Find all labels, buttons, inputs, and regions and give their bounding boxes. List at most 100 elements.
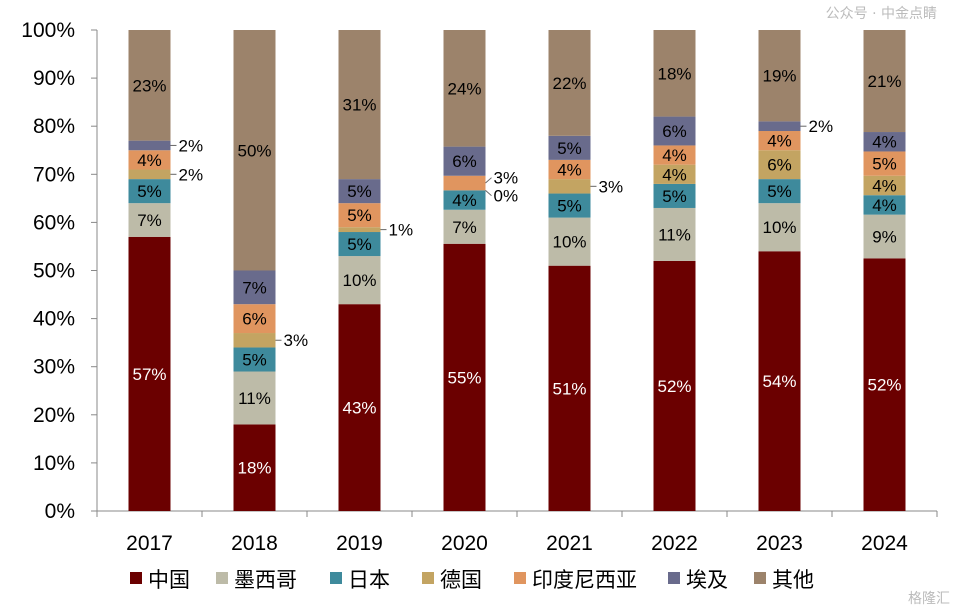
bar-segment-2022-3	[653, 164, 696, 184]
data-label: 7%	[242, 278, 267, 297]
bar-segment-2021-1	[548, 217, 591, 266]
bar-segment-2017-4	[128, 150, 171, 170]
bar-segment-2023-6	[758, 30, 801, 122]
bar-segment-2018-1	[233, 371, 276, 425]
bar-segment-2019-3	[338, 227, 381, 233]
data-label: 4%	[767, 132, 792, 151]
data-label: 5%	[347, 235, 372, 254]
x-tick-label: 2022	[651, 532, 698, 555]
bar-segment-2017-5	[128, 140, 171, 151]
data-label: 10%	[342, 271, 376, 290]
data-label: 51%	[552, 379, 586, 398]
data-label: 54%	[762, 372, 796, 391]
bar-segment-2017-1	[128, 203, 171, 237]
data-label: 4%	[872, 133, 897, 152]
data-label: 2%	[179, 136, 204, 155]
bar-segment-2022-4	[653, 145, 696, 165]
bar-segment-2024-6	[863, 30, 906, 133]
y-tick-label: 70%	[33, 163, 75, 186]
watermark: 公众号 · 中金点睛	[826, 6, 937, 22]
bar-segment-2021-3	[548, 179, 591, 194]
data-label: 3%	[284, 331, 309, 350]
data-label: 5%	[872, 155, 897, 174]
data-label: 5%	[347, 182, 372, 201]
data-label: 6%	[452, 152, 477, 171]
data-label: 5%	[557, 197, 582, 216]
data-label: 52%	[657, 377, 691, 396]
x-tick-label: 2023	[756, 532, 803, 555]
bar-segment-2022-6	[653, 30, 696, 117]
data-label: 7%	[452, 218, 477, 237]
data-label: 4%	[137, 151, 162, 170]
data-label: 57%	[132, 365, 166, 384]
data-label: 10%	[552, 233, 586, 252]
legend-label: 日本	[348, 568, 390, 592]
bar-segment-2023-0	[758, 251, 801, 511]
data-label: 21%	[867, 72, 901, 91]
legend-label: 中国	[148, 568, 190, 592]
y-tick-label: 0%	[45, 500, 75, 523]
bar-segment-2023-3	[758, 150, 801, 180]
data-label: 11%	[658, 225, 691, 244]
data-label: 31%	[342, 96, 376, 115]
data-label: 5%	[347, 206, 372, 225]
bar-segment-2018-5	[233, 270, 276, 305]
legend-swatch	[668, 572, 680, 584]
bar-segment-2024-1	[863, 214, 906, 259]
data-label: 4%	[872, 196, 897, 215]
data-label: 3%	[494, 169, 519, 188]
data-label: 6%	[242, 310, 267, 329]
bar-segment-2022-0	[653, 260, 696, 511]
x-tick-label: 2021	[546, 532, 593, 555]
legend-label: 埃及	[686, 568, 728, 592]
bar-segment-2017-3	[128, 169, 171, 180]
legend-swatch	[754, 572, 766, 584]
y-tick-label: 50%	[33, 260, 75, 283]
bar-segment-2023-4	[758, 131, 801, 151]
bar-segment-2022-1	[653, 207, 696, 261]
data-label: 4%	[872, 176, 897, 195]
bar-segment-2018-4	[233, 304, 276, 334]
bar-segment-2019-0	[338, 304, 381, 511]
bar-segment-2019-6	[338, 30, 381, 180]
bar-segment-2017-0	[128, 236, 171, 511]
bar-segment-2017-6	[128, 30, 171, 141]
data-label: 4%	[662, 165, 687, 184]
data-label: 18%	[657, 64, 691, 83]
bar-segment-2021-2	[548, 193, 591, 218]
legend-label: 其他	[772, 568, 814, 592]
bar-segment-2023-1	[758, 203, 801, 252]
data-label: 19%	[762, 67, 796, 86]
bar-segment-2019-4	[338, 203, 381, 228]
x-tick-label: 2019	[336, 532, 383, 555]
y-tick-label: 40%	[33, 308, 75, 331]
data-label: 6%	[767, 156, 792, 175]
bar-segment-2018-2	[233, 347, 276, 372]
x-tick-label: 2024	[861, 532, 908, 555]
data-label: 5%	[557, 139, 582, 158]
data-label: 0%	[494, 187, 519, 206]
data-label: 23%	[132, 76, 166, 95]
legend-label: 印度尼西亚	[532, 568, 637, 592]
bar-segment-2018-3	[233, 333, 276, 348]
data-label: 50%	[237, 141, 271, 160]
bar-segment-2022-2	[653, 183, 696, 208]
y-tick-label: 90%	[33, 67, 75, 90]
x-tick-label: 2018	[231, 532, 278, 555]
y-tick-label: 80%	[33, 115, 75, 138]
data-label: 1%	[389, 221, 414, 240]
data-label: 22%	[552, 74, 586, 93]
x-tick-label: 2020	[441, 532, 488, 555]
data-label: 11%	[238, 389, 271, 408]
bar-segment-2020-0	[443, 243, 486, 511]
data-label: 9%	[872, 227, 897, 246]
data-label: 18%	[237, 459, 271, 478]
bar-segment-2020-2	[443, 190, 486, 210]
data-label: 2%	[809, 117, 834, 136]
data-label: 7%	[137, 211, 162, 230]
bar-segment-2017-2	[128, 179, 171, 204]
data-label: 52%	[867, 376, 901, 395]
bar-segment-2021-0	[548, 265, 591, 511]
bar-segment-2024-2	[863, 195, 906, 215]
